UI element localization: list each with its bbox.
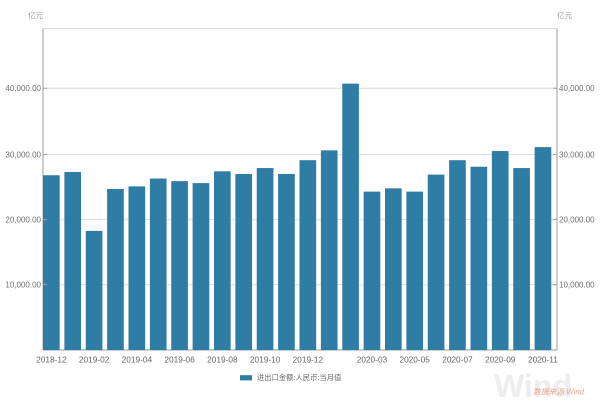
svg-text:2020-09: 2020-09 xyxy=(485,355,516,365)
svg-text:2020-07: 2020-07 xyxy=(442,355,473,365)
svg-text:30,000.00: 30,000.00 xyxy=(559,150,595,159)
svg-text:2020-05: 2020-05 xyxy=(399,355,430,365)
svg-text:30,000.00: 30,000.00 xyxy=(5,150,41,159)
svg-text:10,000.00: 10,000.00 xyxy=(5,280,41,289)
svg-text:2018-12: 2018-12 xyxy=(36,355,67,365)
svg-text:2019-02: 2019-02 xyxy=(79,355,110,365)
svg-text:10,000.00: 10,000.00 xyxy=(559,280,595,289)
svg-text:2019-04: 2019-04 xyxy=(122,355,153,365)
svg-text:亿元: 亿元 xyxy=(557,10,572,20)
svg-text:2020-11: 2020-11 xyxy=(528,355,558,365)
svg-text:20,000.00: 20,000.00 xyxy=(5,215,41,224)
svg-text:2019-12: 2019-12 xyxy=(293,355,324,365)
svg-text:40,000.00: 40,000.00 xyxy=(5,84,41,93)
svg-text:2019-10: 2019-10 xyxy=(250,355,281,365)
svg-text:进出口金额:人民币:当月值: 进出口金额:人民币:当月值 xyxy=(257,373,341,382)
svg-text:数据来源 Wind: 数据来源 Wind xyxy=(533,388,585,397)
svg-text:2020-03: 2020-03 xyxy=(357,355,388,365)
svg-text:20,000.00: 20,000.00 xyxy=(559,215,595,224)
svg-text:2019-08: 2019-08 xyxy=(207,355,238,365)
svg-text:亿元: 亿元 xyxy=(28,10,43,20)
svg-text:40,000.00: 40,000.00 xyxy=(559,84,595,93)
svg-text:2019-06: 2019-06 xyxy=(164,355,195,365)
